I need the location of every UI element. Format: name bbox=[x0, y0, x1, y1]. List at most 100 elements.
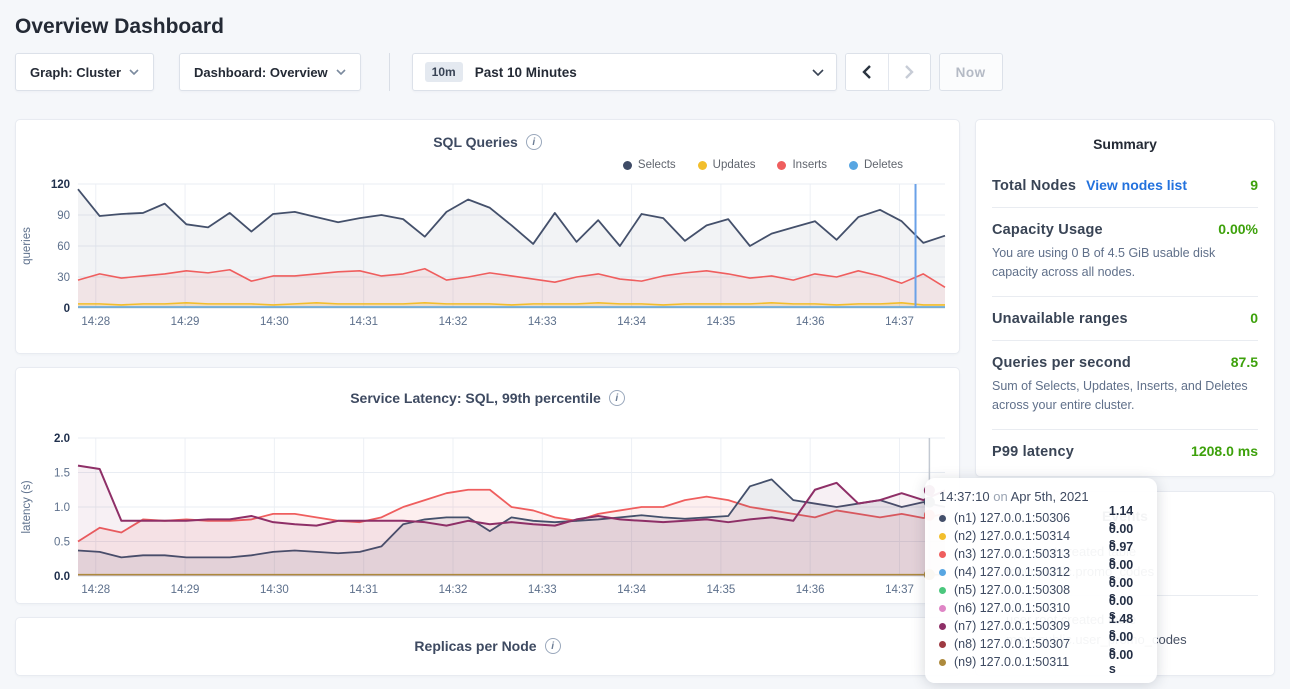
info-icon[interactable]: i bbox=[608, 390, 625, 406]
svg-text:14:37: 14:37 bbox=[885, 316, 914, 328]
series-dot-icon bbox=[939, 550, 946, 558]
svg-text:1.5: 1.5 bbox=[54, 468, 70, 480]
series-dot-icon bbox=[939, 514, 946, 522]
svg-text:120: 120 bbox=[51, 179, 70, 191]
legend-item[interactable]: Inserts bbox=[777, 158, 827, 172]
info-icon[interactable]: i bbox=[544, 638, 561, 654]
time-step-buttons bbox=[844, 53, 931, 91]
svg-text:14:31: 14:31 bbox=[349, 316, 378, 328]
toolbar: Graph: Cluster Dashboard: Overview 10m P… bbox=[15, 53, 1290, 91]
svg-text:0: 0 bbox=[64, 303, 70, 315]
summary-row-head: Capacity Usage 0.00% bbox=[992, 221, 1258, 238]
tooltip-node-label: (n9) 127.0.0.1:50311 bbox=[954, 655, 1070, 669]
chart-title: Replicas per Node bbox=[414, 638, 537, 654]
time-range-dropdown[interactable]: 10m Past 10 Minutes bbox=[411, 53, 837, 91]
time-range-label: Past 10 Minutes bbox=[474, 64, 577, 80]
charts-column: SQL Queries i Selects Updates Inserts Delet… bbox=[15, 119, 960, 676]
svg-text:queries: queries bbox=[21, 227, 33, 265]
sql-queries-chart[interactable]: 14:28 14:29 14:30 14:31 14:32 14:33 14:34 14:35… bbox=[16, 174, 959, 332]
tooltip-node-value: 0.00 s bbox=[1108, 576, 1134, 604]
legend-item[interactable]: Deletes bbox=[849, 158, 903, 172]
svg-text:14:35: 14:35 bbox=[706, 316, 735, 328]
service-latency-chart[interactable]: 14:28 14:29 14:30 14:31 14:32 14:33 14:34 14:35… bbox=[16, 428, 959, 600]
svg-text:14:30: 14:30 bbox=[260, 584, 289, 596]
tooltip-node-label: (n7) 127.0.0.1:50309 bbox=[954, 619, 1071, 633]
summary-card: Summary Total Nodes View nodes list 9 Capac… bbox=[975, 119, 1275, 477]
chevron-down-icon bbox=[812, 68, 824, 76]
legend-label: Selects bbox=[637, 159, 676, 171]
legend-dot-icon bbox=[697, 160, 707, 170]
dashboard-dropdown-label: Dashboard: Overview bbox=[194, 64, 328, 80]
graph-dropdown[interactable]: Graph: Cluster bbox=[15, 53, 155, 91]
chevron-left-icon bbox=[861, 65, 871, 79]
tooltip-row: (n9) 127.0.0.1:50311 0.00 s bbox=[939, 648, 1143, 676]
tooltip-row: (n1) 127.0.0.1:50306 1.14 s bbox=[939, 504, 1143, 532]
svg-text:2.0: 2.0 bbox=[54, 433, 70, 445]
series-dot-icon bbox=[939, 586, 946, 594]
chevron-down-icon bbox=[129, 69, 139, 75]
series-dot-icon bbox=[939, 568, 946, 576]
summary-value: 87.5 bbox=[1230, 353, 1258, 370]
tooltip-node-value: 0.00 s bbox=[1108, 558, 1134, 586]
service-latency-card: Service Latency: SQL, 99th percentile i … bbox=[15, 367, 960, 604]
summary-label: P99 latency bbox=[992, 443, 1074, 460]
summary-row: P99 latency 1208.0 ms bbox=[992, 430, 1258, 473]
svg-text:14:30: 14:30 bbox=[260, 316, 289, 328]
svg-text:14:28: 14:28 bbox=[81, 316, 110, 328]
chart-tooltip: 14:37:10 on Apr 5th, 2021 (n1) 127.0.0.1… bbox=[925, 478, 1157, 683]
chart-title: Service Latency: SQL, 99th percentile bbox=[350, 390, 601, 406]
dashboard-dropdown[interactable]: Dashboard: Overview bbox=[179, 53, 361, 91]
summary-row-head: Total Nodes View nodes list 9 bbox=[992, 177, 1258, 194]
chevron-down-icon bbox=[336, 69, 346, 75]
summary-value: 1208.0 ms bbox=[1191, 442, 1258, 459]
time-range-badge: 10m bbox=[424, 62, 463, 82]
legend-item[interactable]: Selects bbox=[622, 158, 676, 172]
view-nodes-link[interactable]: View nodes list bbox=[1086, 177, 1187, 193]
tooltip-node-label: (n4) 127.0.0.1:50312 bbox=[954, 565, 1071, 579]
now-button[interactable]: Now bbox=[938, 53, 1003, 91]
svg-text:14:34: 14:34 bbox=[617, 316, 646, 328]
summary-value: 9 bbox=[1250, 177, 1258, 193]
tooltip-node-label: (n2) 127.0.0.1:50314 bbox=[954, 529, 1071, 543]
tooltip-row: (n4) 127.0.0.1:50312 0.00 s bbox=[939, 558, 1143, 586]
legend-dot-icon bbox=[777, 160, 787, 170]
legend-label: Inserts bbox=[792, 159, 827, 171]
tooltip-node-value: 0.00 s bbox=[1108, 522, 1134, 550]
chart-title: SQL Queries bbox=[433, 134, 518, 150]
svg-text:14:37: 14:37 bbox=[885, 584, 914, 596]
summary-label: Queries per second bbox=[992, 354, 1131, 371]
chevron-right-icon bbox=[905, 65, 914, 79]
info-icon[interactable]: i bbox=[525, 134, 542, 150]
svg-text:14:29: 14:29 bbox=[171, 584, 200, 596]
summary-row-head: Unavailable ranges 0 bbox=[992, 310, 1258, 327]
page-title: Overview Dashboard bbox=[15, 15, 224, 38]
summary-row: Unavailable ranges 0 bbox=[992, 297, 1258, 341]
tooltip-rows: (n1) 127.0.0.1:50306 1.14 s (n2) 127.0.0.1… bbox=[939, 504, 1143, 676]
replicas-per-node-card: Replicas per Node i bbox=[15, 617, 960, 676]
time-forward-button[interactable] bbox=[887, 54, 930, 90]
summary-description: Sum of Selects, Updates, Inserts, and De… bbox=[992, 378, 1248, 413]
time-back-button[interactable] bbox=[845, 54, 888, 90]
tooltip-node-value: 1.48 s bbox=[1108, 612, 1134, 640]
summary-title: Summary bbox=[1093, 136, 1157, 152]
svg-text:90: 90 bbox=[57, 210, 70, 222]
series-dot-icon bbox=[939, 622, 946, 630]
svg-text:latency (s): latency (s) bbox=[21, 480, 33, 533]
tooltip-header: 14:37:10 on Apr 5th, 2021 bbox=[939, 489, 1143, 504]
service-latency-title-row: Service Latency: SQL, 99th percentile i bbox=[16, 390, 959, 406]
svg-text:14:34: 14:34 bbox=[617, 584, 646, 596]
legend-dot-icon bbox=[622, 160, 632, 170]
legend-dot-icon bbox=[849, 160, 858, 170]
svg-text:14:33: 14:33 bbox=[528, 584, 557, 596]
summary-row-head: Queries per second 87.5 bbox=[992, 354, 1258, 371]
svg-text:14:31: 14:31 bbox=[349, 584, 378, 596]
tooltip-node-label: (n6) 127.0.0.1:50310 bbox=[954, 601, 1071, 615]
series-dot-icon bbox=[939, 658, 946, 666]
tooltip-row: (n3) 127.0.0.1:50313 0.97 s bbox=[939, 540, 1143, 568]
chart-legend: Selects Updates Inserts Deletes bbox=[16, 150, 959, 172]
legend-item[interactable]: Updates bbox=[697, 158, 755, 172]
svg-text:1.0: 1.0 bbox=[54, 502, 70, 514]
tooltip-row: (n6) 127.0.0.1:50310 0.00 s bbox=[939, 594, 1143, 622]
tooltip-row: (n8) 127.0.0.1:50307 0.00 s bbox=[939, 630, 1143, 658]
summary-label: Unavailable ranges bbox=[992, 310, 1128, 327]
